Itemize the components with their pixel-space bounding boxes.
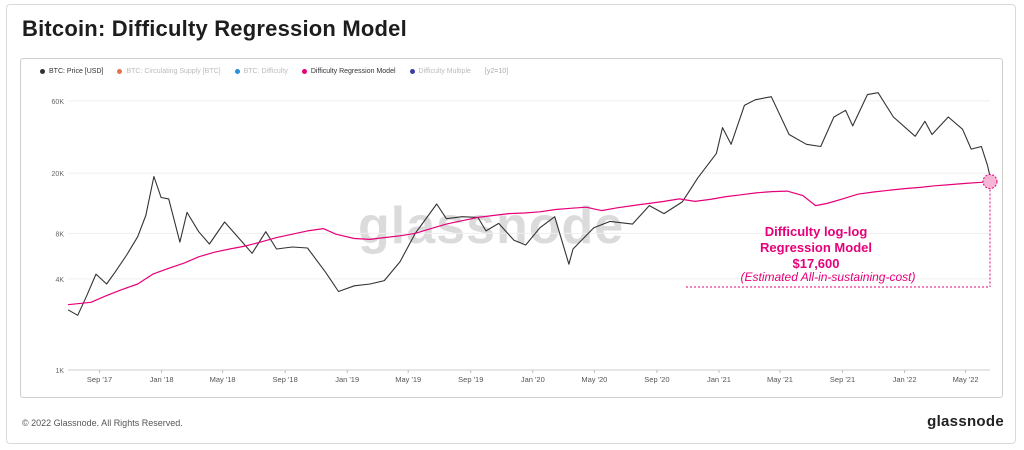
legend-label: Difficulty Multiple xyxy=(418,67,471,75)
legend-label: BTC: Price [USD] xyxy=(49,67,104,75)
legend-scale-toggle[interactable]: [y2=10] xyxy=(484,67,509,75)
footer-brand-logo[interactable]: glassnode xyxy=(927,413,1004,430)
footer-copyright: © 2022 Glassnode. All Rights Reserved. xyxy=(22,418,183,428)
legend-label: BTC: Circulating Supply [BTC] xyxy=(126,67,221,75)
legend-dot-icon xyxy=(40,68,45,74)
legend-item-btc-price[interactable]: BTC: Price [USD] xyxy=(40,68,103,75)
legend-label: BTC: Difficulty xyxy=(243,67,288,75)
x-tick-label: May '21 xyxy=(767,375,793,384)
y-tick-label: 60K xyxy=(52,99,65,106)
x-tick-label: Jan '22 xyxy=(893,375,917,384)
legend-item-difficulty[interactable]: BTC: Difficulty xyxy=(234,67,288,75)
x-tick-label: Sep '18 xyxy=(273,375,298,384)
legend-dot-icon xyxy=(234,68,240,74)
legend-item-circulating-supply[interactable]: BTC: Circulating Supply [BTC] xyxy=(117,67,221,75)
chart-title: Bitcoin: Difficulty Regression Model xyxy=(22,16,407,41)
x-tick-label: May '22 xyxy=(953,375,979,384)
x-tick-label: Sep '19 xyxy=(458,375,483,384)
x-tick-label: Jan '20 xyxy=(521,375,545,384)
x-tick-label: Jan '19 xyxy=(335,375,359,384)
x-tick-label: May '20 xyxy=(581,375,607,384)
watermark: glassnode xyxy=(358,197,625,255)
x-tick-label: Sep '20 xyxy=(644,375,669,384)
legend-item-difficulty-multiple[interactable]: Difficulty Multiple xyxy=(409,67,471,75)
annotation-note: (Estimated All-in-sustaining-cost) xyxy=(740,270,916,284)
x-tick-label: Sep '17 xyxy=(87,375,112,384)
annotation-marker xyxy=(982,174,998,190)
y-tick-label: 4K xyxy=(55,277,64,284)
annotation-subtitle: Regression Model xyxy=(760,240,872,255)
y-tick-label: 20K xyxy=(52,171,65,178)
legend-dot-icon xyxy=(301,68,307,74)
annotation-title: Difficulty log-log xyxy=(764,224,868,239)
legend-dot-icon xyxy=(117,68,123,74)
annotation-value: $17,600 xyxy=(792,256,840,271)
legend-dot-icon xyxy=(409,68,415,74)
y-tick-label: 8K xyxy=(55,231,64,238)
x-tick-label: May '19 xyxy=(395,375,421,384)
legend: BTC: Price [USD] BTC: Circulating Supply… xyxy=(40,64,508,78)
x-tick-label: Jan '18 xyxy=(150,375,174,384)
x-tick-label: Jan '21 xyxy=(707,375,731,384)
legend-item-regression-model[interactable]: Difficulty Regression Model xyxy=(301,67,396,75)
page-frame xyxy=(6,4,1016,444)
y-tick-label: 1K xyxy=(55,368,64,375)
x-tick-label: May '18 xyxy=(210,375,236,384)
x-tick-label: Sep '21 xyxy=(830,375,855,384)
legend-label: Difficulty Regression Model xyxy=(310,67,396,75)
